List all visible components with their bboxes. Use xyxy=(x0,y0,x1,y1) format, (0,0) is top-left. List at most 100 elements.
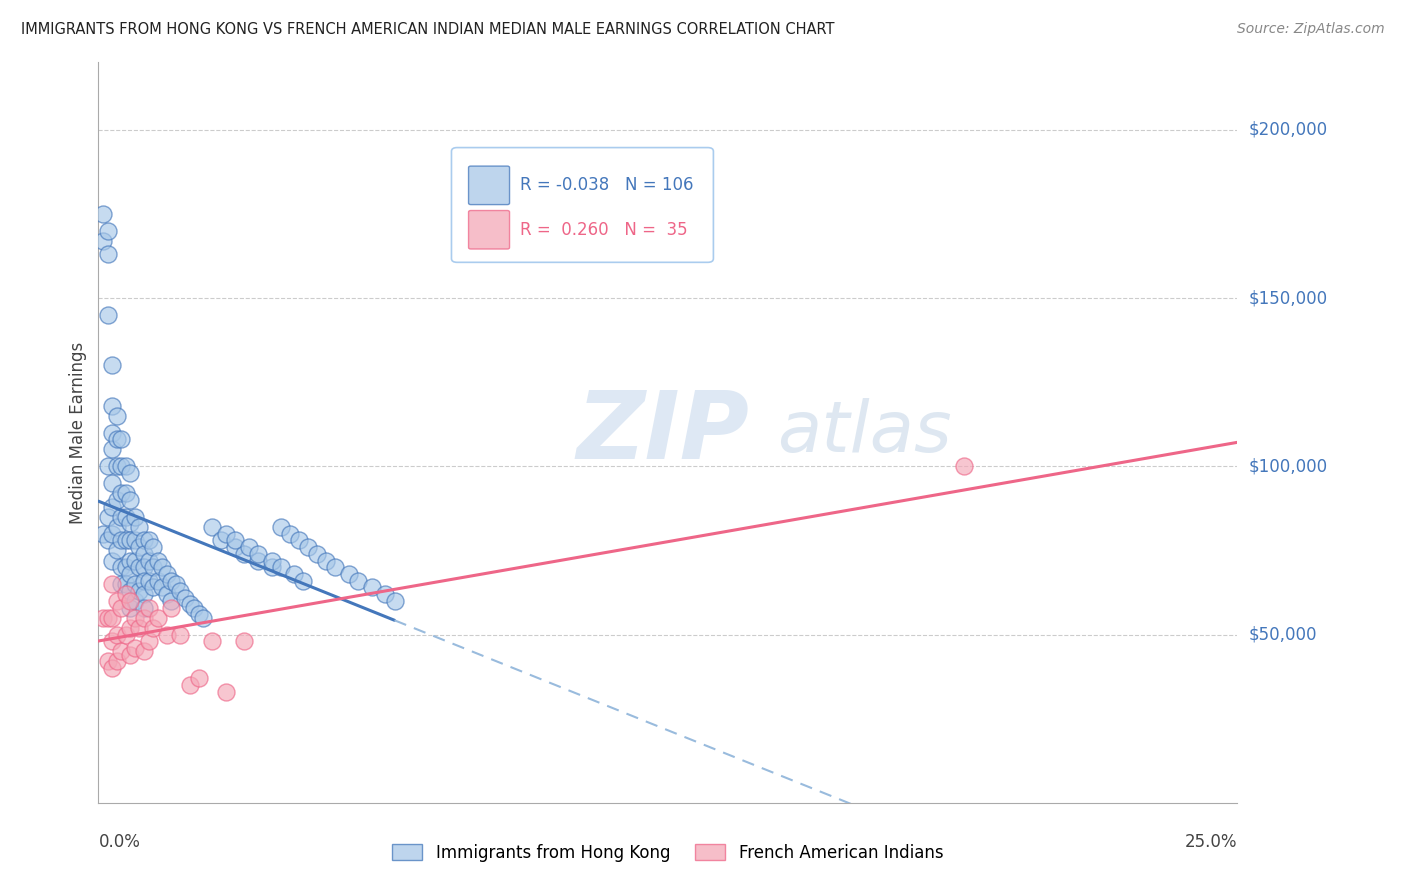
Point xyxy=(209,533,232,548)
Point xyxy=(101,610,124,624)
FancyBboxPatch shape xyxy=(468,211,509,249)
Point xyxy=(165,577,187,591)
Point xyxy=(96,247,118,261)
Point xyxy=(132,610,155,624)
Point xyxy=(337,566,360,581)
Point xyxy=(138,574,160,588)
Point xyxy=(174,591,197,605)
Text: $200,000: $200,000 xyxy=(1249,120,1327,139)
Point xyxy=(138,553,160,567)
Point xyxy=(105,594,128,608)
Point xyxy=(201,520,224,534)
Point xyxy=(283,566,305,581)
Point xyxy=(101,399,124,413)
Point xyxy=(110,600,132,615)
Point xyxy=(128,520,150,534)
Text: R =  0.260   N =  35: R = 0.260 N = 35 xyxy=(520,220,688,239)
Point xyxy=(292,574,315,588)
Point xyxy=(215,685,238,699)
Text: Source: ZipAtlas.com: Source: ZipAtlas.com xyxy=(1237,22,1385,37)
Point xyxy=(110,560,132,574)
Point xyxy=(138,634,160,648)
Point xyxy=(132,560,155,574)
Point xyxy=(150,560,173,574)
Point xyxy=(120,600,142,615)
Point xyxy=(105,409,128,423)
Point xyxy=(142,540,165,554)
Point xyxy=(307,547,329,561)
Point xyxy=(114,627,136,641)
Point xyxy=(128,583,150,598)
Point xyxy=(110,459,132,474)
Point xyxy=(110,577,132,591)
Point xyxy=(101,526,124,541)
Point xyxy=(160,594,183,608)
Text: R = -0.038   N = 106: R = -0.038 N = 106 xyxy=(520,177,693,194)
Point xyxy=(101,661,124,675)
Point xyxy=(101,500,124,514)
Point xyxy=(124,640,146,655)
Point xyxy=(124,509,146,524)
Point xyxy=(360,581,382,595)
Point xyxy=(224,540,246,554)
Point xyxy=(110,644,132,658)
Point xyxy=(105,492,128,507)
Point xyxy=(183,600,205,615)
Point xyxy=(105,627,128,641)
Point xyxy=(953,459,976,474)
Point xyxy=(169,583,191,598)
Point xyxy=(120,648,142,662)
Point xyxy=(246,547,269,561)
Point xyxy=(160,600,183,615)
Point xyxy=(142,560,165,574)
Point xyxy=(124,594,146,608)
Point xyxy=(156,587,179,601)
Point xyxy=(384,594,406,608)
Point xyxy=(315,553,337,567)
Text: $150,000: $150,000 xyxy=(1249,289,1327,307)
Point xyxy=(105,543,128,558)
Point xyxy=(110,509,132,524)
Point xyxy=(323,560,346,574)
Point xyxy=(201,634,224,648)
Point xyxy=(96,224,118,238)
Point xyxy=(278,526,301,541)
Point xyxy=(124,553,146,567)
Point xyxy=(246,553,269,567)
Legend: Immigrants from Hong Kong, French American Indians: Immigrants from Hong Kong, French Americ… xyxy=(385,838,950,869)
Point xyxy=(146,553,169,567)
Point xyxy=(96,308,118,322)
Point xyxy=(120,533,142,548)
Text: IMMIGRANTS FROM HONG KONG VS FRENCH AMERICAN INDIAN MEDIAN MALE EARNINGS CORRELA: IMMIGRANTS FROM HONG KONG VS FRENCH AMER… xyxy=(21,22,835,37)
Point xyxy=(120,594,142,608)
Point xyxy=(96,533,118,548)
Text: ZIP: ZIP xyxy=(576,386,749,479)
Point xyxy=(187,671,209,685)
Point xyxy=(114,509,136,524)
Point xyxy=(96,655,118,669)
Point xyxy=(120,466,142,480)
FancyBboxPatch shape xyxy=(451,147,713,262)
Point xyxy=(105,433,128,447)
Point xyxy=(114,577,136,591)
Point xyxy=(128,560,150,574)
Point xyxy=(132,644,155,658)
Point xyxy=(114,560,136,574)
Point xyxy=(91,207,114,221)
Point xyxy=(187,607,209,622)
Point xyxy=(156,627,179,641)
Point xyxy=(124,610,146,624)
Point xyxy=(101,425,124,440)
Point xyxy=(91,234,114,248)
Point xyxy=(105,520,128,534)
Point xyxy=(120,566,142,581)
Point xyxy=(114,587,136,601)
Point xyxy=(114,459,136,474)
Point xyxy=(138,533,160,548)
Point xyxy=(233,547,256,561)
Point xyxy=(105,655,128,669)
Point xyxy=(238,540,260,554)
Point xyxy=(101,442,124,457)
Point xyxy=(101,577,124,591)
Point xyxy=(132,587,155,601)
